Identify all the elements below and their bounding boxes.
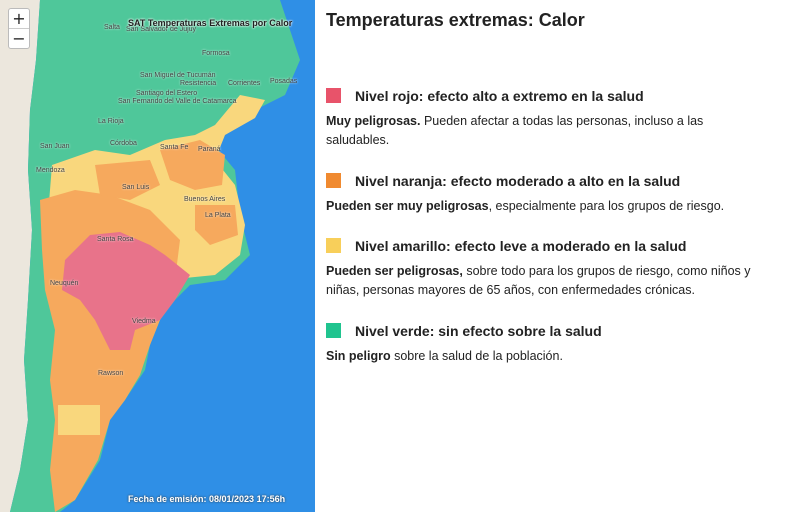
city-label: San Fernando del Valle de Catamarca [118,98,237,105]
map-title: SAT Temperaturas Extremas por Calor [128,18,293,28]
city-label: Resistencia [180,80,217,87]
city-label: San Juan [40,143,70,150]
level-text: , especialmente para los grupos de riesg… [488,199,725,213]
orange-swatch [326,173,341,188]
city-label: Rawson [98,370,124,377]
level-strong: Pueden ser peligrosas, [326,264,463,278]
region-orange-3 [95,160,160,200]
city-label: La Rioja [98,118,124,125]
region-yellow-south [58,405,100,435]
level-description: Muy peligrosas. Pueden afectar a todas l… [326,112,766,150]
level-text: sobre todo para los grupos de riesgo, co… [326,264,751,297]
city-label: Santa Fe [160,144,189,151]
region-orange-4 [195,205,238,245]
green-swatch [326,323,341,338]
city-label: San Salvador de Jujuy [126,26,197,33]
level-title: Nivel naranja: efecto moderado a alto en… [355,173,681,189]
city-label: Formosa [202,50,230,57]
city-label: La Plata [205,212,231,219]
city-label: San Miguel de Tucumán [140,72,216,79]
city-label: Salta [104,24,120,31]
region-red [62,232,190,350]
city-label: Viedma [132,318,156,325]
yellow-swatch [326,238,341,253]
level-description: Pueden ser peligrosas, sobre todo para l… [326,262,766,300]
level-title: Nivel amarillo: efecto leve a moderado e… [355,238,687,254]
city-label: Paraná [198,146,221,153]
land-west [0,0,40,512]
city-label: Neuquén [50,280,79,287]
level-description: Pueden ser muy peligrosas, especialmente… [326,197,766,216]
zoom-in-button[interactable]: + [12,9,26,28]
level-text: sobre la salud de la población. [390,349,563,363]
city-label: Córdoba [110,140,137,147]
zoom-out-button[interactable]: − [9,28,29,48]
map-canvas [0,0,300,512]
red-swatch [326,88,341,103]
city-label: San Luis [122,184,150,191]
zoom-control: + − [8,8,30,49]
level-strong: Sin peligro [326,349,391,363]
level-title: Nivel rojo: efecto alto a extremo en la … [355,88,644,104]
city-label: Santa Rosa [97,236,134,243]
legend-title: Temperaturas extremas: Calor [326,10,585,30]
level-strong: Pueden ser muy peligrosas [326,199,489,213]
alert-map[interactable]: + − SAT Temperaturas Extremas por Calor … [0,0,315,512]
level-title: Nivel verde: sin efecto sobre la salud [355,323,602,339]
city-label: Mendoza [36,167,65,174]
city-label: Posadas [270,78,298,85]
emission-date: Fecha de emisión: 08/01/2023 17:56h [128,494,286,504]
city-label: Buenos Aires [184,196,226,203]
level-description: Sin peligro sobre la salud de la poblaci… [326,347,766,366]
city-label: Santiago del Estero [136,90,198,97]
city-label: Corrientes [228,80,261,87]
level-strong: Muy peligrosas. [326,114,421,128]
region-orange-2 [160,140,225,190]
level-text: Pueden afectar a todas las personas, inc… [326,114,704,147]
